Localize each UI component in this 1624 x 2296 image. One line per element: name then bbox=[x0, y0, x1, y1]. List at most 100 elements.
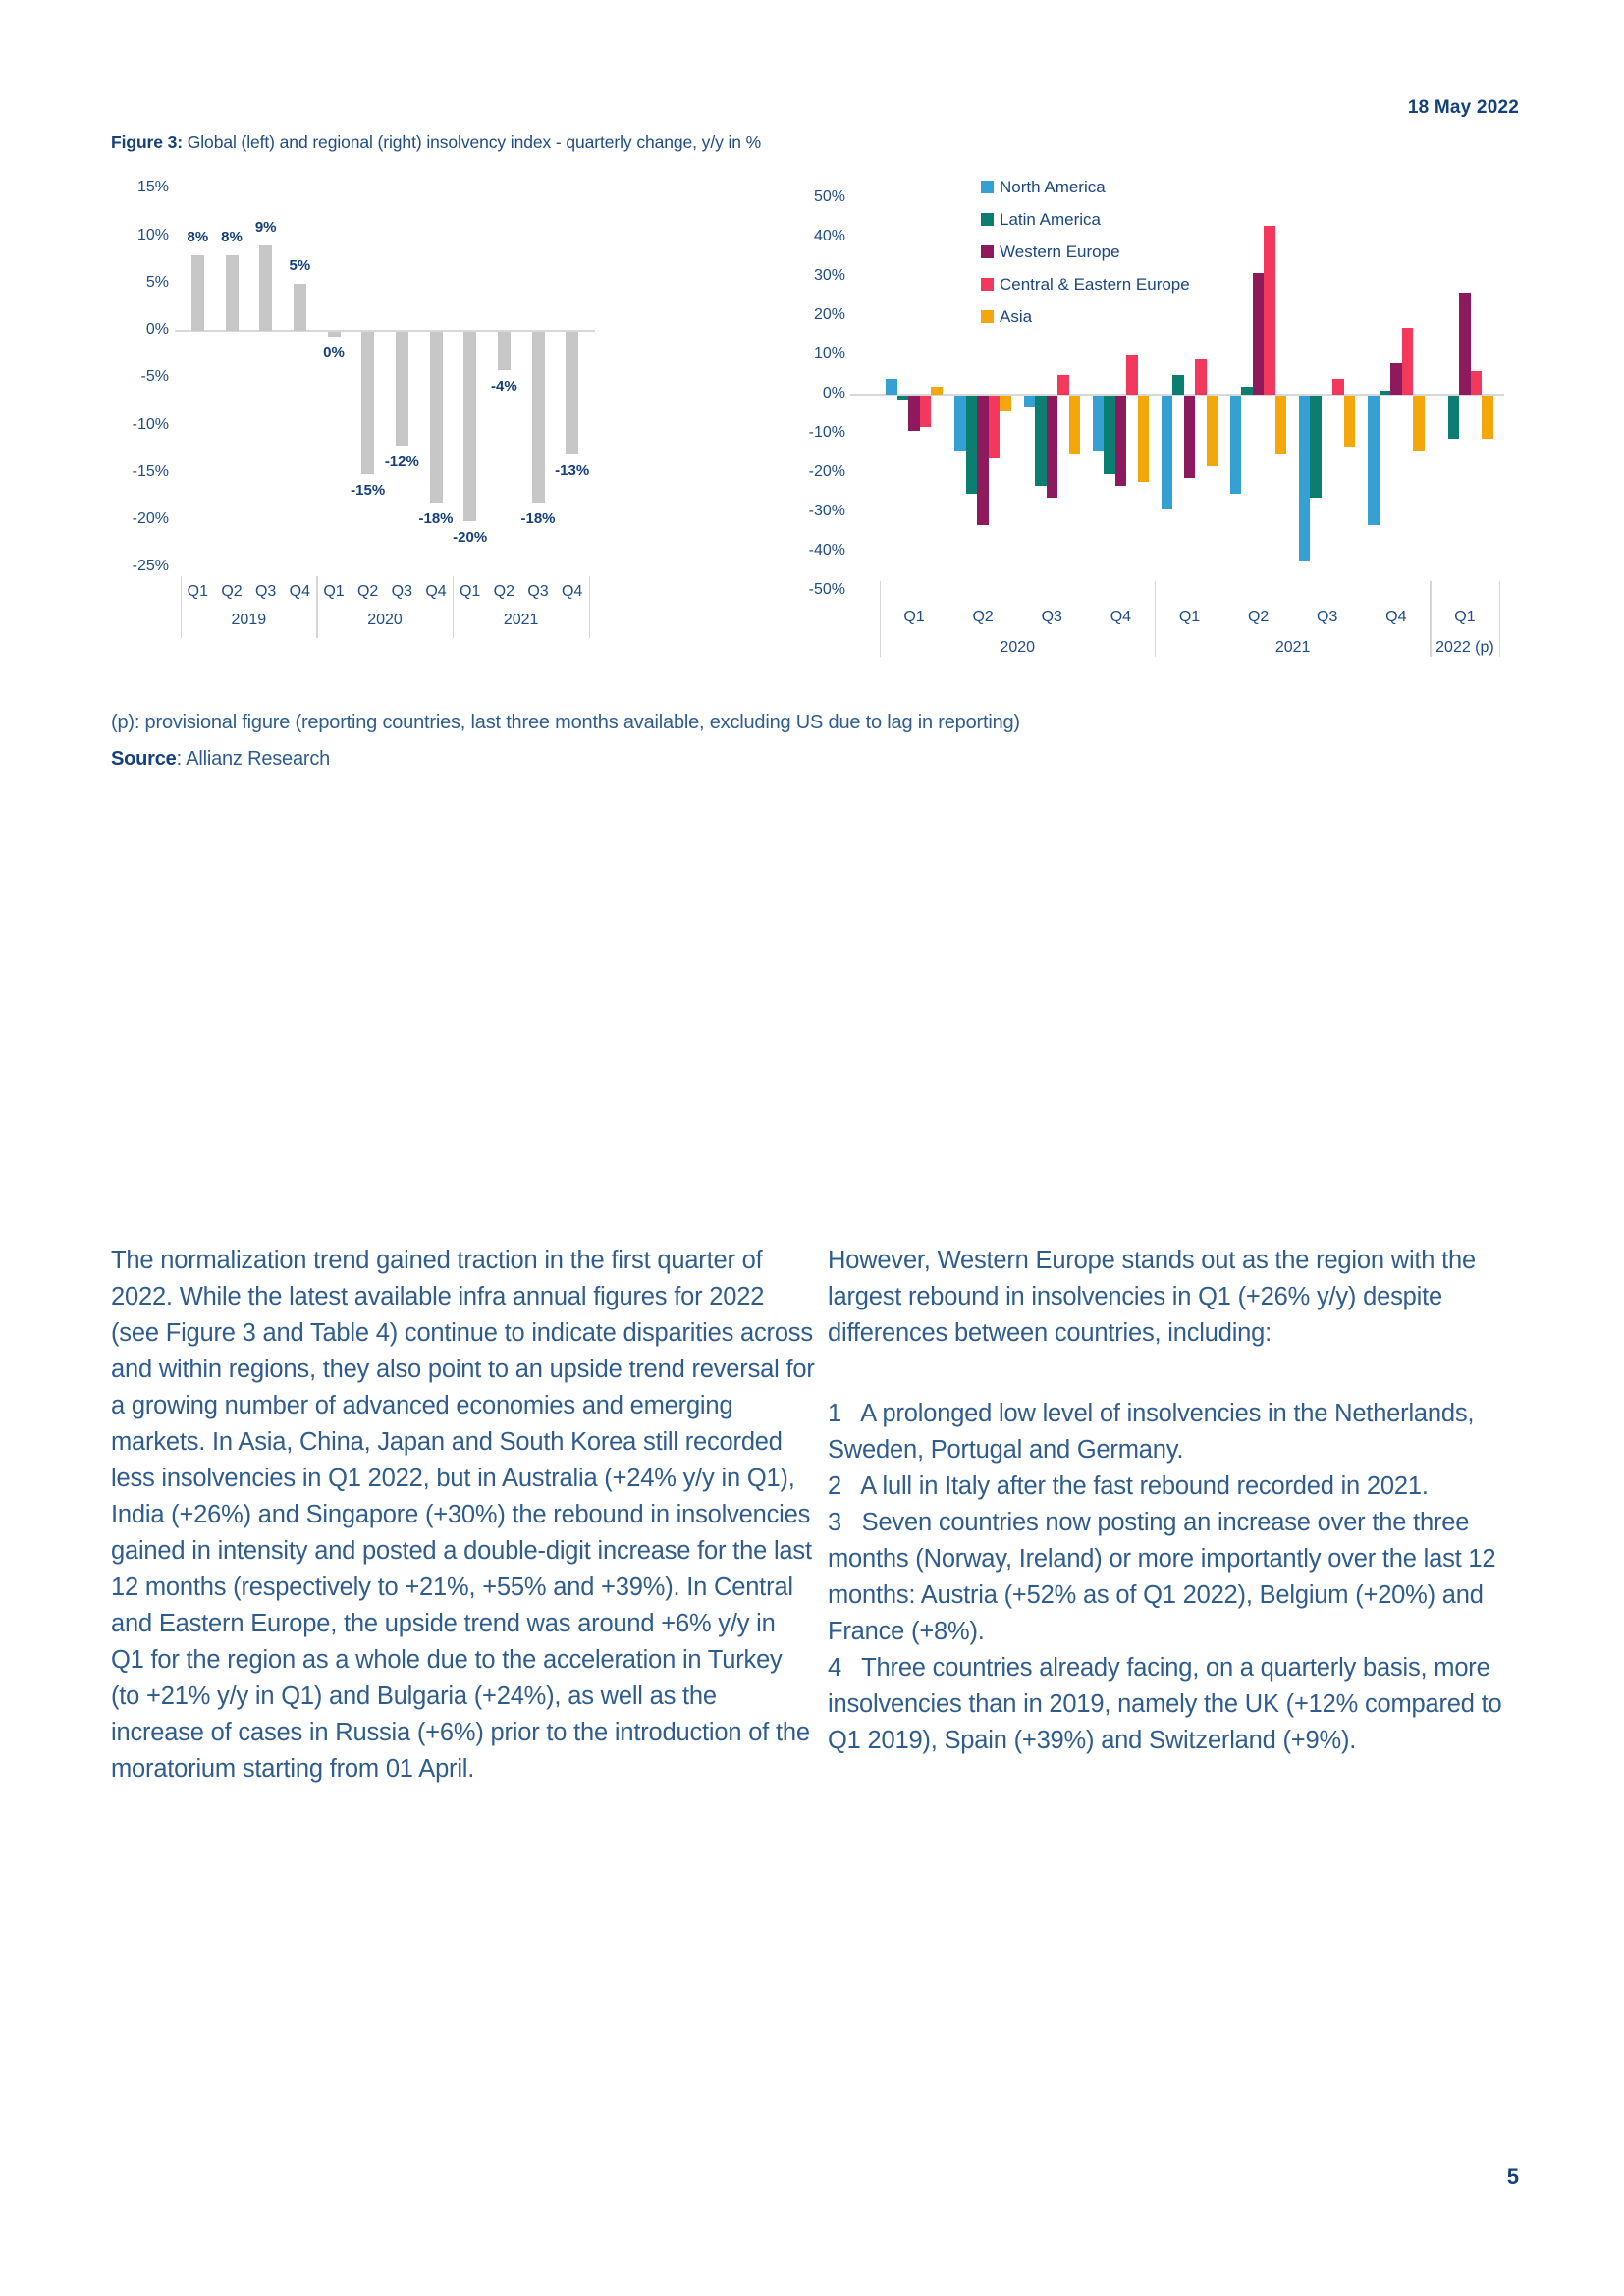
bar bbox=[1368, 396, 1380, 525]
legend-swatch bbox=[981, 181, 994, 193]
quarter-label: Q3 bbox=[391, 583, 412, 600]
bar bbox=[1161, 396, 1173, 509]
bar-value-label: 0% bbox=[323, 345, 345, 361]
quarter-label: Q1 bbox=[187, 583, 208, 600]
year-separator bbox=[452, 576, 455, 638]
year-separator bbox=[1154, 581, 1157, 657]
legend-label: Western Europe bbox=[1000, 242, 1120, 261]
bar bbox=[1000, 396, 1011, 411]
bar-value-label: -12% bbox=[384, 453, 419, 470]
y-axis-tick-label: -20% bbox=[132, 510, 169, 527]
quarter-label: Q3 bbox=[1317, 609, 1338, 625]
bar-value-label: -18% bbox=[418, 509, 454, 527]
bar-value-label: -4% bbox=[490, 377, 517, 395]
quarter-label: Q1 bbox=[323, 583, 345, 600]
y-axis-tick-label: -40% bbox=[808, 542, 845, 559]
year-label: 2020 bbox=[1000, 639, 1036, 656]
y-axis-tick-label: 30% bbox=[813, 267, 845, 284]
figure-label: Figure 3: bbox=[111, 133, 183, 152]
quarter-label: Q2 bbox=[221, 583, 243, 600]
year-separator bbox=[879, 581, 881, 657]
bar bbox=[259, 245, 273, 331]
bar bbox=[1401, 328, 1414, 395]
y-axis-tick-label: -20% bbox=[808, 463, 845, 480]
quarter-label: Q1 bbox=[1178, 609, 1201, 625]
bar bbox=[1264, 226, 1275, 395]
y-axis-tick-label: 20% bbox=[813, 306, 845, 323]
bar bbox=[965, 396, 978, 494]
legend-swatch bbox=[981, 310, 994, 323]
bar bbox=[327, 332, 341, 337]
y-axis-tick-label: 10% bbox=[813, 346, 845, 362]
bar-value-label: -20% bbox=[453, 529, 488, 546]
quarter-label: Q3 bbox=[254, 583, 277, 600]
quarter-label: Q4 bbox=[561, 583, 583, 600]
y-axis-tick-label: 0% bbox=[822, 385, 845, 401]
bar bbox=[1379, 391, 1391, 395]
quarter-label: Q1 bbox=[1454, 609, 1476, 625]
bar bbox=[1459, 293, 1471, 395]
quarter-label: Q2 bbox=[1247, 609, 1270, 625]
legend-label: Latin America bbox=[1000, 210, 1101, 229]
legend-label: North America bbox=[1000, 178, 1106, 196]
bar-value-label: 9% bbox=[254, 219, 277, 237]
bar bbox=[1310, 396, 1322, 498]
bar bbox=[977, 396, 989, 525]
source-label: Source bbox=[111, 748, 177, 770]
numbered-item: 2 A lull in Italy after the fast rebound… bbox=[828, 1472, 1429, 1500]
bar bbox=[954, 396, 966, 451]
year-separator bbox=[1430, 581, 1432, 657]
legend-swatch bbox=[981, 213, 994, 226]
report-date: 18 May 2022 bbox=[1407, 97, 1519, 118]
year-label: 2021 bbox=[1274, 639, 1311, 656]
y-axis-tick-label: -15% bbox=[132, 462, 169, 480]
source-text: : Allianz Research bbox=[176, 748, 331, 770]
y-axis-tick-label: 50% bbox=[813, 188, 845, 205]
body-paragraph-left: The normalization trend gained traction … bbox=[111, 1247, 822, 1783]
legend-swatch bbox=[981, 278, 994, 291]
year-label: 2022 (p) bbox=[1435, 639, 1494, 656]
bar bbox=[1046, 396, 1058, 498]
legend-swatch bbox=[981, 245, 994, 258]
bar bbox=[1274, 396, 1287, 454]
bar bbox=[919, 396, 932, 427]
year-label: 2020 bbox=[367, 612, 403, 628]
year-label: 2021 bbox=[503, 612, 539, 628]
bar-value-label: 8% bbox=[187, 228, 209, 245]
bar bbox=[531, 332, 545, 503]
y-axis-tick-label: -50% bbox=[808, 581, 845, 598]
bar bbox=[1470, 371, 1483, 395]
bar bbox=[886, 379, 897, 395]
bar bbox=[1104, 396, 1115, 474]
quarter-label: Q3 bbox=[527, 583, 549, 600]
bar bbox=[225, 254, 239, 331]
body-paragraph-right-intro: However, Western Europe stands out as th… bbox=[828, 1247, 1483, 1347]
bar bbox=[1413, 396, 1425, 451]
year-label: 2019 bbox=[231, 612, 267, 628]
y-axis-tick-label: -30% bbox=[808, 503, 845, 519]
bar bbox=[463, 332, 477, 521]
bar bbox=[1092, 396, 1105, 451]
body-column-right: However, Western Europe stands out as th… bbox=[828, 1243, 1527, 1759]
quarter-label: Q4 bbox=[289, 583, 310, 600]
bar bbox=[1241, 387, 1253, 395]
bar-value-label: 5% bbox=[289, 256, 311, 274]
bar bbox=[1068, 396, 1081, 454]
year-separator bbox=[316, 576, 318, 638]
bar bbox=[1023, 396, 1036, 407]
x-axis-line bbox=[850, 394, 1504, 396]
y-axis-tick-label: -10% bbox=[808, 424, 845, 441]
year-separator bbox=[588, 576, 590, 638]
figure-title: Figure 3: Global (left) and regional (ri… bbox=[111, 133, 761, 153]
bar bbox=[361, 332, 375, 474]
bar bbox=[1183, 396, 1196, 478]
y-axis-tick-label: 10% bbox=[136, 226, 169, 243]
quarter-label: Q2 bbox=[972, 609, 994, 625]
bar bbox=[1137, 396, 1150, 482]
quarter-label: Q4 bbox=[1385, 609, 1407, 625]
bar bbox=[190, 254, 204, 331]
body-column-left: The normalization trend gained traction … bbox=[111, 1243, 815, 1788]
bar bbox=[1229, 396, 1242, 494]
